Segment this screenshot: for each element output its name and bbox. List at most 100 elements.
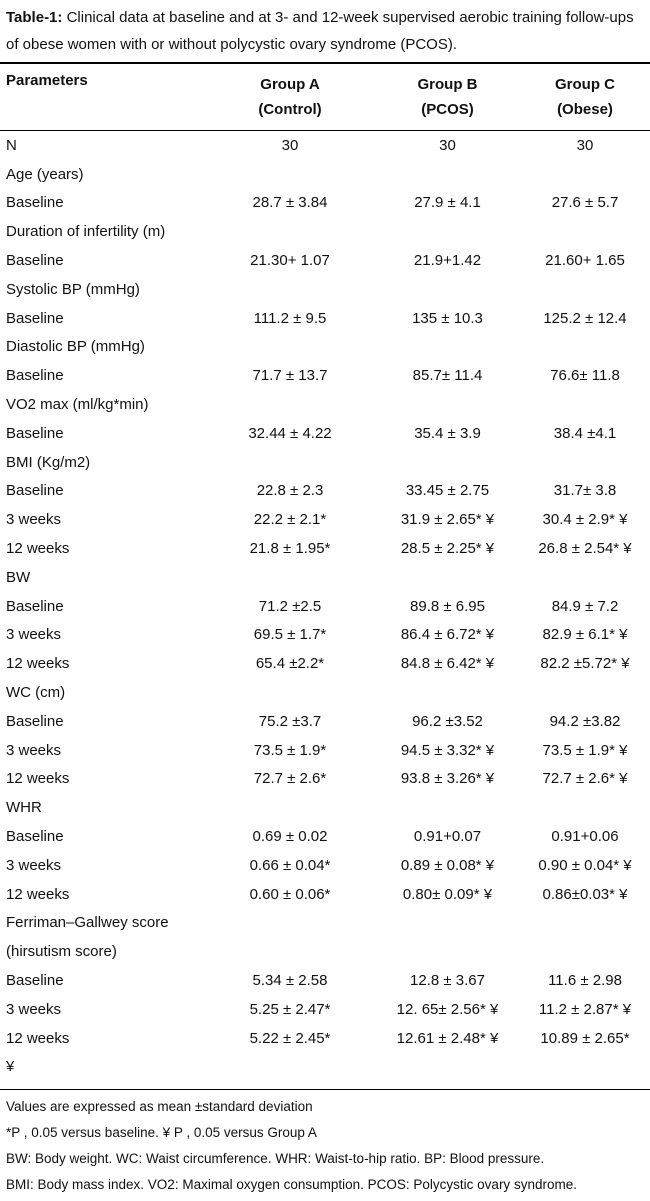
row-label: 3 weeks (6, 511, 62, 529)
header-row: Parameters Group A (Control) Group B (PCOS) G… (0, 63, 650, 131)
value-cell: 85.7± 11.4 (412, 367, 483, 385)
value-cell: 5.22 ± 2.45* (249, 1029, 331, 1047)
row-label: 12 weeks (6, 885, 70, 903)
row-label: 3 weeks (6, 1000, 62, 1018)
value-cell: 28.5 ± 2.25* ¥ (400, 540, 495, 558)
row-label: WHR (6, 799, 42, 817)
header-line: Group A (260, 76, 320, 93)
value-cell: 21.8 ± 1.95* (249, 540, 331, 558)
value-cell: 35.4 ± 3.9 (414, 424, 481, 442)
value-cell: 12. 65± 2.56* ¥ (396, 1000, 499, 1018)
table-row: ¥ (0, 1053, 650, 1090)
row-label: Baseline (6, 712, 64, 730)
data-table: Parameters Group A (Control) Group B (PCOS) G… (0, 62, 650, 1090)
header-cell: Group C (Obese) (520, 63, 650, 131)
row-label: Baseline (6, 194, 64, 212)
table-row: Baseline 71.2 ±2.5 89.8 ± 6.95 84.9 ± 7.2 (0, 592, 650, 621)
header-line: (Control) (258, 101, 322, 118)
value-cell: 12.61 ± 2.48* ¥ (396, 1029, 499, 1047)
row-label: Age (years) (6, 165, 84, 183)
table-row: Baseline 32.44 ± 4.22 35.4 ± 3.9 38.4 ±4.1 (0, 419, 650, 448)
table-row: VO2 max (ml/kg*min) (0, 390, 650, 419)
table-row: 12 weeks 65.4 ±2.2* 84.8 ± 6.42* ¥ 82.2 ±5.… (0, 649, 650, 678)
table-row: 3 weeks 0.66 ± 0.04* 0.89 ± 0.08* ¥ 0.90 ± … (0, 851, 650, 880)
row-label: Baseline (6, 482, 64, 500)
header-cell: Group B (PCOS) (375, 63, 520, 131)
row-label: BW (6, 568, 31, 586)
value-cell: 22.2 ± 2.1* (253, 511, 327, 529)
value-cell: 89.8 ± 6.95 (410, 597, 485, 615)
row-label: VO2 max (ml/kg*min) (6, 396, 149, 414)
row-label: (hirsutism score) (6, 943, 117, 961)
row-label: Baseline (6, 367, 64, 385)
value-cell: 0.69 ± 0.02 (252, 828, 328, 846)
value-cell: 22.8 ± 2.3 (256, 482, 324, 500)
value-cell: 38.4 ±4.1 (553, 424, 617, 442)
value-cell: 94.2 ±3.82 (549, 712, 621, 730)
table-row: 12 weeks 0.60 ± 0.06* 0.80± 0.09* ¥ 0.86±0.… (0, 880, 650, 909)
row-label: WC (cm) (6, 684, 66, 702)
value-cell: 32.44 ± 4.22 (248, 424, 332, 442)
row-label: 3 weeks (6, 626, 62, 644)
value-cell: 31.7± 3.8 (553, 482, 617, 500)
header-cell: Parameters (0, 63, 205, 131)
value-cell: 30 (576, 136, 594, 154)
table-row: 12 weeks 21.8 ± 1.95* 28.5 ± 2.25* ¥ 26.8 ±… (0, 534, 650, 563)
value-cell: 0.91+0.07 (413, 828, 482, 846)
row-label: ¥ (6, 1058, 15, 1076)
value-cell: 0.66 ± 0.04* (249, 856, 331, 874)
value-cell: 93.8 ± 3.26* ¥ (400, 770, 495, 788)
table-row: 12 weeks 72.7 ± 2.6* 93.8 ± 3.26* ¥ 72.7 ± … (0, 765, 650, 794)
row-label: 12 weeks (6, 655, 70, 673)
row-label: 12 weeks (6, 540, 70, 558)
value-cell: 27.6 ± 5.7 (551, 194, 619, 212)
row-label: Duration of infertility (m) (6, 223, 166, 241)
value-cell: 65.4 ±2.2* (255, 655, 325, 673)
value-cell: 28.7 ± 3.84 (252, 194, 328, 212)
table-row: Baseline 22.8 ± 2.3 33.45 ± 2.75 31.7± 3.8 (0, 477, 650, 506)
table-row: BW (0, 563, 650, 592)
value-cell: 72.7 ± 2.6* ¥ (542, 770, 628, 788)
table-row: WC (cm) (0, 678, 650, 707)
value-cell: 76.6± 11.8 (550, 367, 620, 385)
caption-text: Clinical data at baseline and at 3- and … (6, 9, 634, 53)
table-row: Diastolic BP (mmHg) (0, 333, 650, 362)
value-cell: 111.2 ± 9.5 (253, 309, 327, 327)
value-cell: 86.4 ± 6.72* ¥ (400, 626, 495, 644)
value-cell: 0.91+0.06 (551, 828, 619, 846)
value-cell: 69.5 ± 1.7* (253, 626, 327, 644)
table-row: Baseline 75.2 ±3.7 96.2 ±3.52 94.2 ±3.82 (0, 707, 650, 736)
row-label: Baseline (6, 252, 64, 270)
table-row: 3 weeks 5.25 ± 2.47* 12. 65± 2.56* ¥ 11.2 ±… (0, 995, 650, 1024)
footnote: BMI: Body mass index. VO2: Maximal oxyge… (6, 1177, 577, 1192)
value-cell: 73.5 ± 1.9* ¥ (542, 741, 628, 759)
table-row: N 30 30 30 (0, 131, 650, 160)
value-cell: 125.2 ± 12.4 (543, 309, 627, 327)
value-cell: 0.60 ± 0.06* (249, 885, 331, 903)
value-cell: 0.90 ± 0.04* ¥ (538, 856, 632, 874)
row-label: 3 weeks (6, 741, 62, 759)
table-body: N 30 30 30 Age (years) Baseline 28.7 ± 3.84 27.… (0, 131, 650, 1090)
row-label: Systolic BP (mmHg) (6, 280, 140, 298)
footnote: *P , 0.05 versus baseline. ¥ P , 0.05 ve… (6, 1125, 317, 1140)
value-cell: 5.34 ± 2.58 (252, 972, 328, 989)
table-row: Baseline 111.2 ± 9.5 135 ± 10.3 125.2 ± 12.… (0, 304, 650, 333)
value-cell: 96.2 ±3.52 (412, 712, 483, 730)
row-label: 12 weeks (6, 1029, 70, 1047)
value-cell: 72.7 ± 2.6* (253, 770, 327, 788)
row-label: 3 weeks (6, 856, 62, 874)
value-cell: 27.9 ± 4.1 (414, 194, 481, 212)
footnote: BW: Body weight. WC: Waist circumference… (6, 1151, 545, 1166)
value-cell: 10.89 ± 2.65* (540, 1029, 630, 1047)
table-header: Parameters Group A (Control) Group B (PCOS) G… (0, 63, 650, 131)
header-line: (Obese) (557, 101, 613, 118)
table-row: BMI (Kg/m2) (0, 448, 650, 477)
row-label: Baseline (6, 828, 64, 846)
value-cell: 84.9 ± 7.2 (551, 597, 619, 615)
value-cell: 71.7 ± 13.7 (252, 367, 328, 385)
row-label: Baseline (6, 309, 64, 327)
row-label: N (6, 136, 17, 154)
table-row: Duration of infertility (m) (0, 217, 650, 246)
value-cell: 73.5 ± 1.9* (253, 741, 327, 759)
table-row: (hirsutism score) (0, 937, 650, 966)
